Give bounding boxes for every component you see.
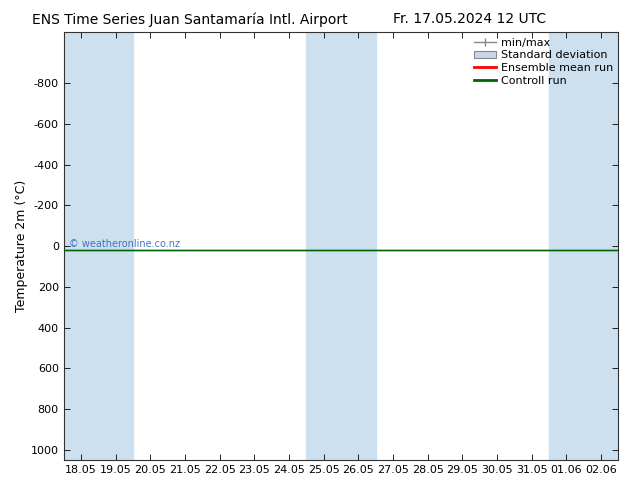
Text: Fr. 17.05.2024 12 UTC: Fr. 17.05.2024 12 UTC (392, 12, 546, 26)
Bar (63, 32, 98, 460)
Legend: min/max, Standard deviation, Ensemble mean run, Controll run: min/max, Standard deviation, Ensemble me… (472, 35, 615, 88)
Bar (98, 32, 133, 460)
Text: ENS Time Series Juan Santamaría Intl. Airport: ENS Time Series Juan Santamaría Intl. Ai… (32, 12, 348, 27)
Bar (549, 32, 584, 460)
Bar (306, 32, 341, 460)
Bar (584, 32, 619, 460)
Y-axis label: Temperature 2m (°C): Temperature 2m (°C) (15, 180, 28, 312)
Text: © weatheronline.co.nz: © weatheronline.co.nz (69, 239, 180, 249)
Bar (341, 32, 376, 460)
